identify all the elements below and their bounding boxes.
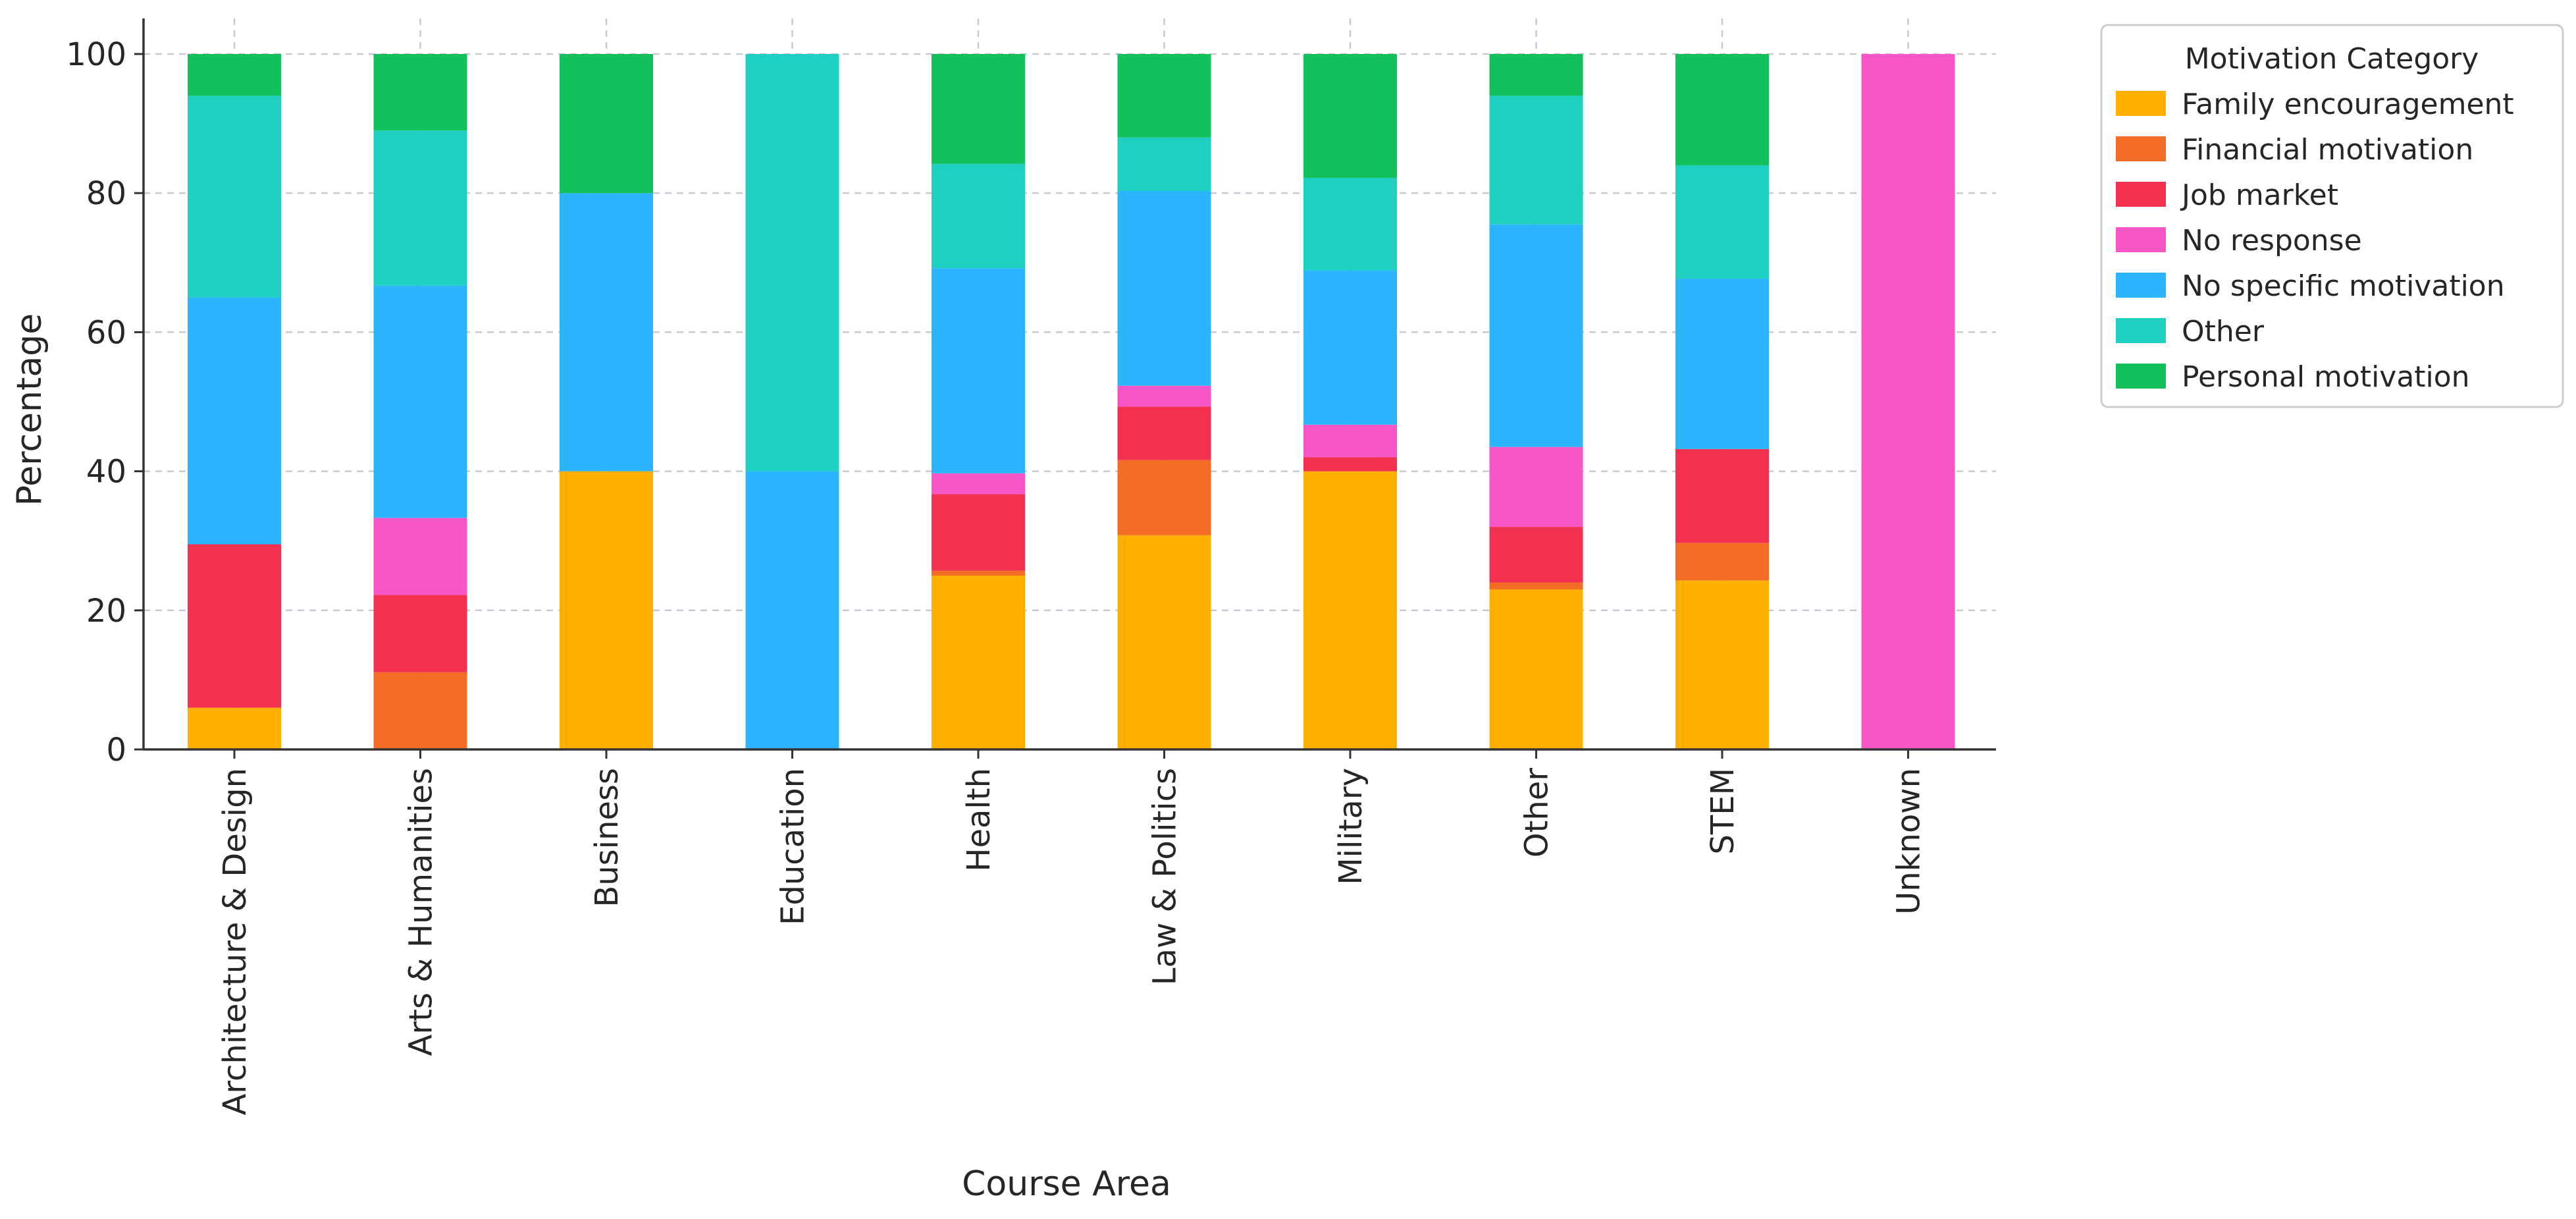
y-tick-label: 0 (106, 732, 126, 769)
bar-segment (932, 163, 1025, 269)
bar-segment (932, 54, 1025, 164)
ticks-layer: 0 20 40 60 80 100 Architecture & Design Arts & … (66, 36, 1927, 1116)
bar-segment (373, 518, 467, 595)
legend-swatch (2116, 182, 2166, 207)
x-tick-label: Health (960, 768, 997, 872)
x-tick-label: Unknown (1891, 768, 1928, 915)
bar-segment (1489, 224, 1583, 447)
bar-segment (1489, 582, 1583, 590)
bar-segment (1117, 535, 1211, 749)
legend-label: Other (2182, 315, 2265, 348)
bar-segment (373, 595, 467, 672)
bar-segment (1489, 95, 1583, 225)
bar-segment (1675, 580, 1769, 749)
y-tick-label: 20 (86, 593, 126, 630)
bar-segment (745, 471, 839, 749)
bar-segment (1117, 191, 1211, 386)
bar-segment (1675, 543, 1769, 581)
x-tick-label: Military (1332, 768, 1369, 885)
bar-segment (373, 130, 467, 286)
legend-swatch (2116, 364, 2166, 389)
y-tick-label: 40 (86, 454, 126, 491)
bar-segment (1117, 406, 1211, 460)
bar-segment (1303, 424, 1397, 458)
legend-swatch (2116, 227, 2166, 252)
bar-segment (1489, 589, 1583, 749)
legend-label: Job market (2180, 178, 2338, 212)
y-tick-label: 80 (86, 175, 126, 212)
bar-segment (1303, 457, 1397, 472)
bars-layer (188, 54, 1955, 749)
x-tick-label: Other (1519, 768, 1556, 858)
bar-segment (188, 54, 281, 96)
bar-segment (932, 570, 1025, 576)
bar-segment (188, 544, 281, 708)
legend-label: No specific motivation (2182, 269, 2505, 303)
legend-swatch (2116, 318, 2166, 343)
x-tick-label: Architecture & Design (217, 768, 253, 1116)
y-tick-label: 60 (86, 314, 126, 351)
y-tick-label: 100 (66, 36, 126, 73)
x-tick-label: Education (775, 768, 812, 925)
bar-segment (560, 193, 653, 472)
legend-swatch (2116, 91, 2166, 116)
legend-swatch (2116, 136, 2166, 161)
bar-segment (1489, 447, 1583, 528)
bar-segment (1303, 54, 1397, 178)
legend-title: Motivation Category (2185, 42, 2479, 76)
x-axis-title: Course Area (962, 1164, 1171, 1204)
legend-label: Financial motivation (2182, 133, 2473, 167)
bar-segment (932, 473, 1025, 495)
bar-segment (1675, 54, 1769, 165)
bar-segment (1675, 279, 1769, 449)
bar-segment (560, 471, 653, 749)
bar-segment (1117, 137, 1211, 192)
bar-segment (1303, 270, 1397, 425)
bar-segment (1489, 54, 1583, 96)
bar-segment (373, 672, 467, 749)
bar-segment (373, 285, 467, 518)
legend-label: No response (2182, 224, 2362, 257)
bar-segment (560, 54, 653, 194)
bar-segment (1675, 165, 1769, 279)
bar-segment (1117, 54, 1211, 138)
bar-segment (932, 268, 1025, 474)
bar-segment (932, 494, 1025, 571)
bar-segment (745, 54, 839, 472)
legend-label: Personal motivation (2182, 360, 2470, 394)
bar-segment (188, 707, 281, 749)
x-tick-label: Business (589, 768, 625, 907)
bar-segment (1117, 385, 1211, 407)
axes-layer (142, 18, 1996, 751)
bar-segment (188, 95, 281, 298)
legend-items: Family encouragement Financial motivation… (2116, 88, 2514, 394)
legend-frame (2100, 24, 2564, 408)
x-tick-label: Arts & Humanities (403, 768, 440, 1056)
x-tick-label: STEM (1704, 768, 1741, 855)
bar-segment (1117, 460, 1211, 535)
bar-segment (373, 54, 467, 131)
y-axis-title: Percentage (10, 313, 49, 506)
legend-swatch (2116, 273, 2166, 298)
bar-segment (1861, 54, 1955, 749)
legend: Motivation Category Family encouragement… (2100, 24, 2564, 408)
x-tick-label: Law & Politics (1147, 768, 1184, 985)
bar-segment (932, 576, 1025, 749)
bar-segment (1489, 527, 1583, 583)
bar-segment (188, 297, 281, 545)
bar-segment (1675, 448, 1769, 543)
bar-segment (1303, 471, 1397, 749)
legend-label: Family encouragement (2182, 88, 2514, 121)
bar-segment (1303, 177, 1397, 271)
